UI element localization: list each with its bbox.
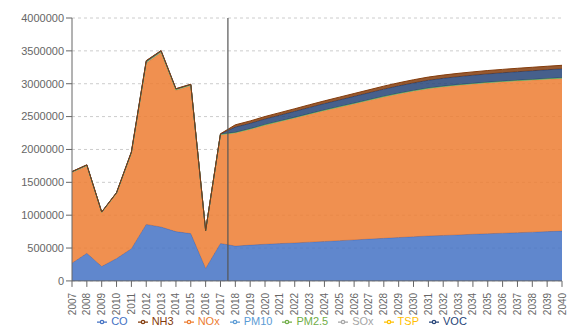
svg-text:2013: 2013 bbox=[156, 292, 167, 315]
svg-text:2020: 2020 bbox=[260, 292, 271, 315]
html-text:PM10: PM10 bbox=[243, 314, 273, 327]
svg-text:3500000: 3500000 bbox=[21, 45, 64, 57]
svg-text:2017: 2017 bbox=[215, 292, 226, 315]
svg-text:2027: 2027 bbox=[363, 292, 374, 315]
svg-text:2016: 2016 bbox=[200, 292, 211, 315]
svg-text:3000000: 3000000 bbox=[21, 78, 64, 90]
svg-text:2026: 2026 bbox=[349, 292, 360, 315]
svg-text:2025: 2025 bbox=[334, 292, 345, 315]
html-text:VOC: VOC bbox=[443, 314, 467, 327]
html-text:SOx: SOx bbox=[352, 314, 374, 327]
svg-text:2008: 2008 bbox=[81, 292, 92, 315]
svg-text:2009: 2009 bbox=[96, 292, 107, 315]
svg-text:1500000: 1500000 bbox=[21, 176, 64, 188]
html-text:PM2.5: PM2.5 bbox=[296, 314, 329, 327]
svg-text:2028: 2028 bbox=[378, 292, 389, 315]
svg-text:2038: 2038 bbox=[527, 292, 538, 315]
svg-text:2023: 2023 bbox=[304, 292, 315, 315]
svg-text:2040: 2040 bbox=[557, 292, 568, 315]
svg-text:2037: 2037 bbox=[512, 292, 523, 315]
svg-text:2021: 2021 bbox=[274, 292, 285, 315]
html-text:NH3: NH3 bbox=[151, 314, 174, 327]
svg-text:2012: 2012 bbox=[141, 292, 152, 315]
svg-text:2035: 2035 bbox=[482, 292, 493, 315]
svg-text:2018: 2018 bbox=[230, 292, 241, 315]
svg-text:2034: 2034 bbox=[467, 292, 478, 315]
svg-text:2010: 2010 bbox=[111, 292, 122, 315]
svg-text:2033: 2033 bbox=[453, 292, 464, 315]
html-text:NOx: NOx bbox=[197, 314, 220, 327]
svg-text:0: 0 bbox=[58, 275, 64, 287]
html-text:CO: CO bbox=[111, 314, 128, 327]
svg-text:2024: 2024 bbox=[319, 292, 330, 315]
svg-text:500000: 500000 bbox=[27, 242, 64, 254]
svg-text:2500000: 2500000 bbox=[21, 110, 64, 122]
svg-text:2032: 2032 bbox=[438, 292, 449, 315]
svg-text:2036: 2036 bbox=[497, 292, 508, 315]
svg-text:2022: 2022 bbox=[289, 292, 300, 315]
svg-text:2029: 2029 bbox=[393, 292, 404, 315]
svg-text:2030: 2030 bbox=[408, 292, 419, 315]
svg-text:1000000: 1000000 bbox=[21, 209, 64, 221]
svg-text:2000000: 2000000 bbox=[21, 143, 64, 155]
svg-text:2007: 2007 bbox=[67, 292, 78, 315]
svg-text:2015: 2015 bbox=[185, 292, 196, 315]
svg-text:2039: 2039 bbox=[542, 292, 553, 315]
html-text:TSP: TSP bbox=[397, 314, 419, 327]
svg-text:2031: 2031 bbox=[423, 292, 434, 315]
svg-text:4000000: 4000000 bbox=[21, 12, 64, 24]
svg-text:2011: 2011 bbox=[126, 292, 137, 314]
svg-text:2014: 2014 bbox=[170, 292, 181, 315]
svg-text:2019: 2019 bbox=[245, 292, 256, 315]
